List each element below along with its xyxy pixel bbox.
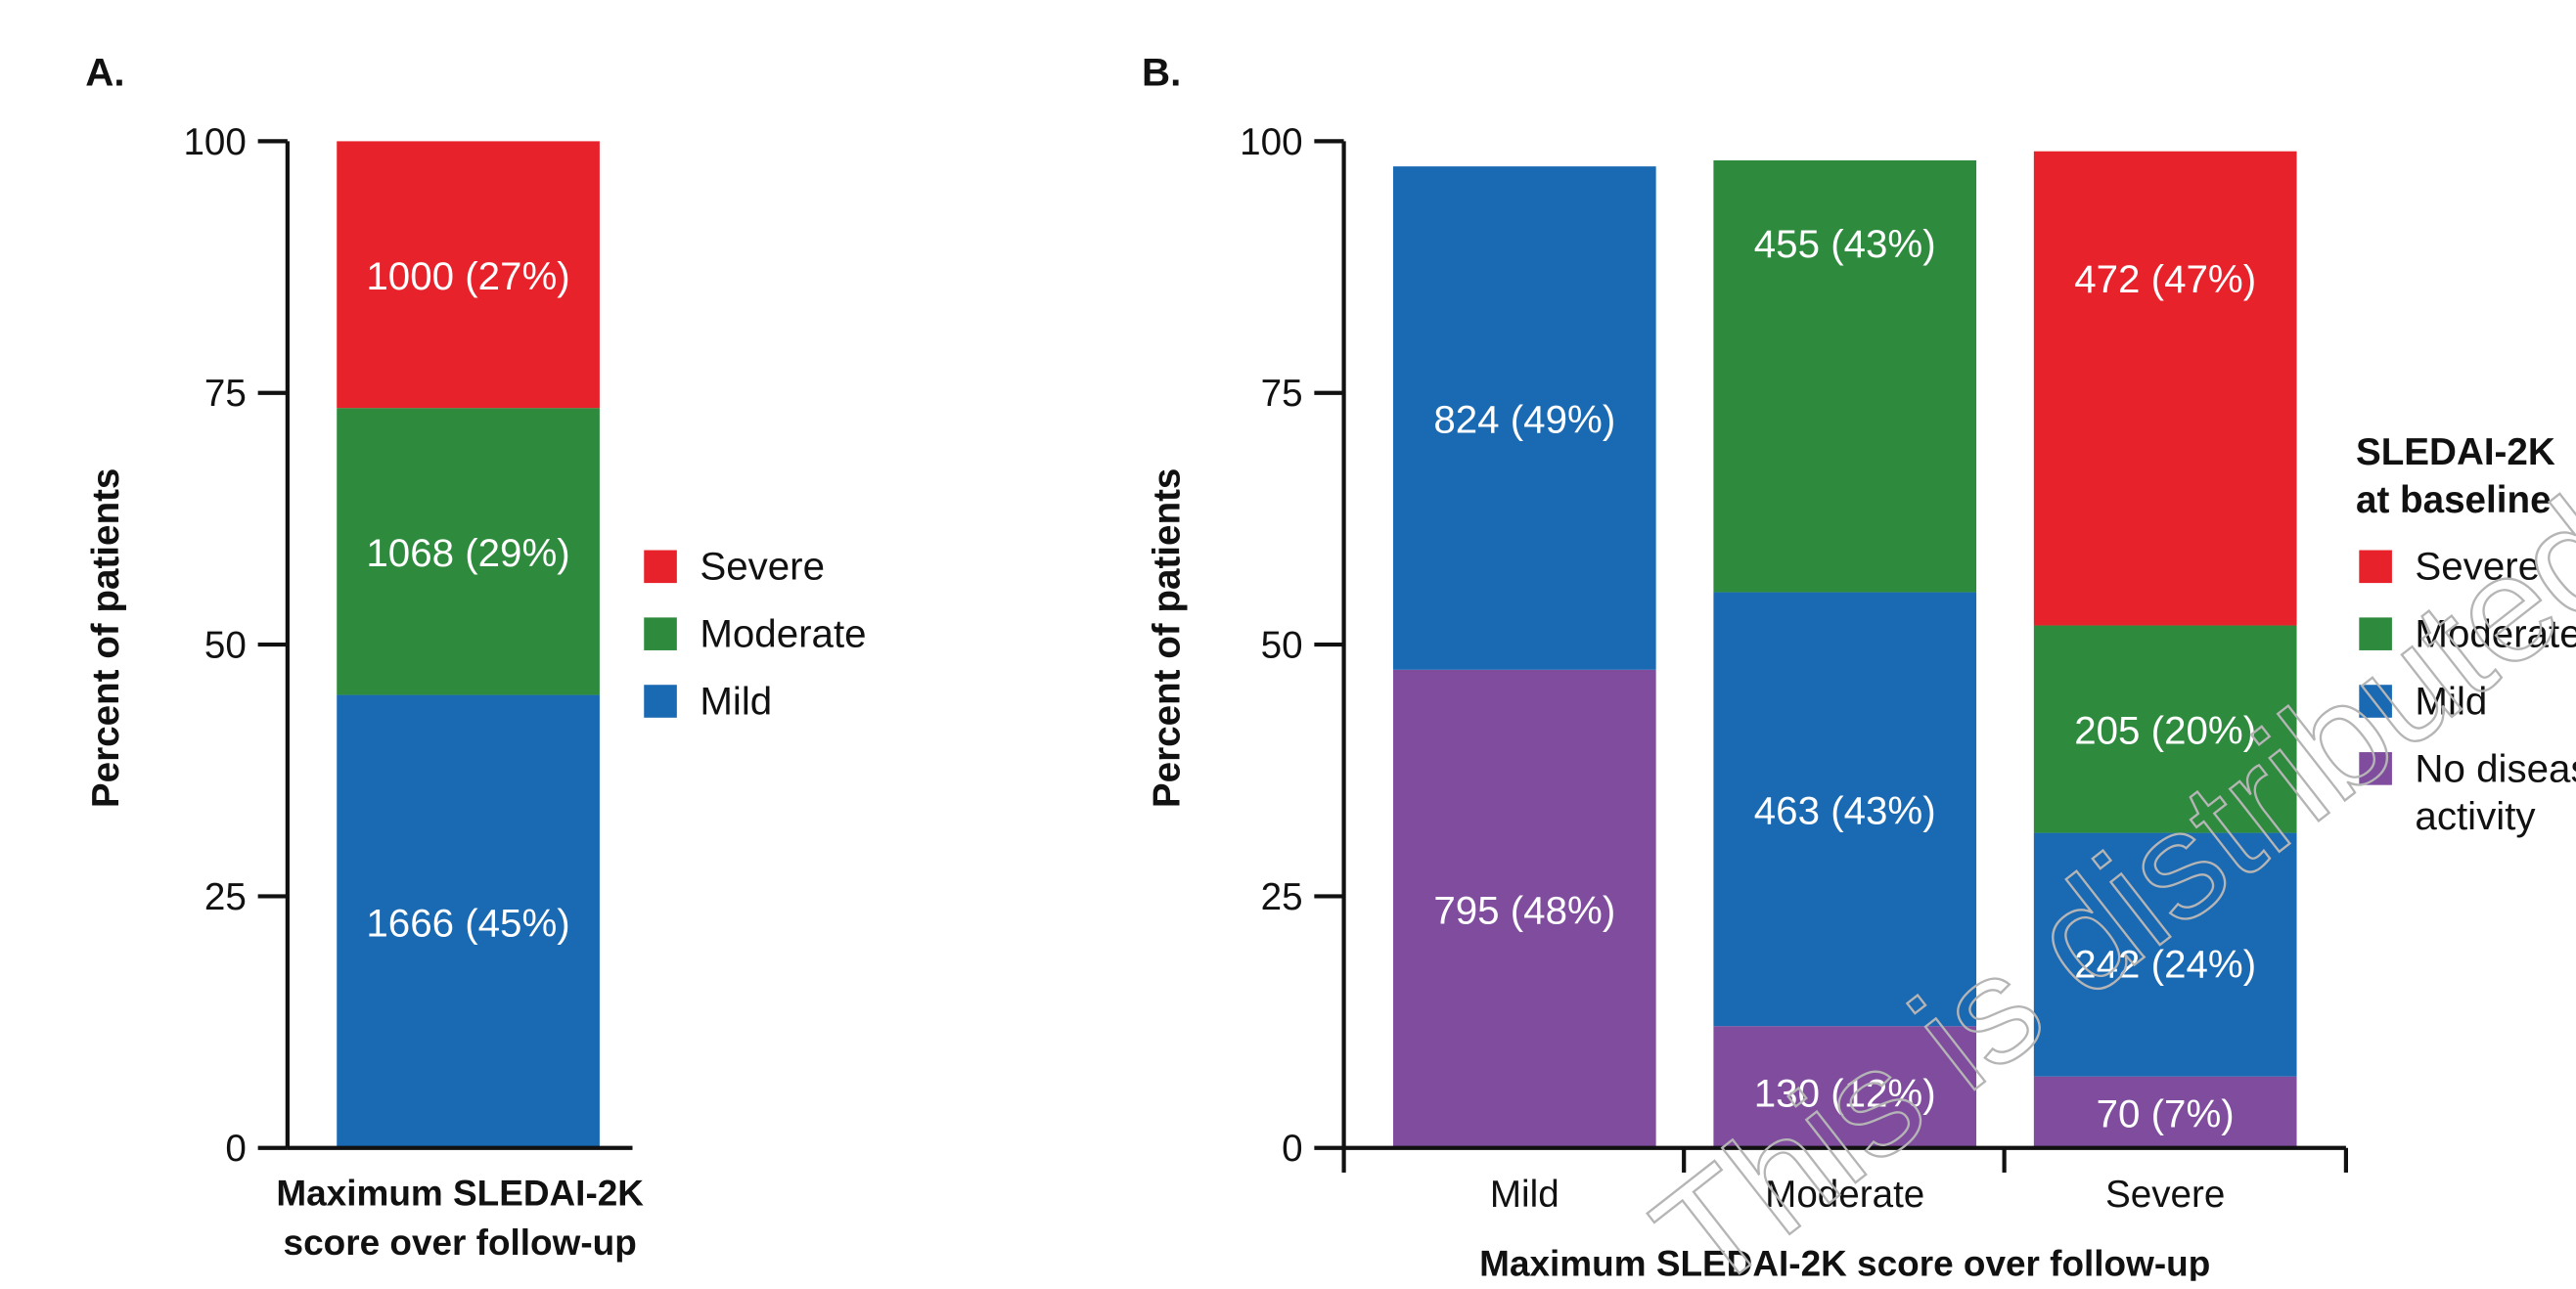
data-label: 472 (47%) <box>2074 257 2256 301</box>
y-tick-label: 50 <box>204 625 247 667</box>
legend-entry-label: Mild <box>700 679 772 723</box>
y-axis-title: Percent of patients <box>85 468 127 809</box>
bar-segment-moderate <box>337 408 600 695</box>
legend-entry-label: Mild <box>2415 679 2487 723</box>
legend-swatch-mild <box>644 685 677 718</box>
data-label: 1000 (27%) <box>366 254 569 298</box>
legend-title: at baseline <box>2356 479 2552 521</box>
data-label: 1068 (29%) <box>366 531 569 575</box>
y-tick-label: 75 <box>204 373 247 415</box>
legend-swatch-no-disease-activity <box>2359 752 2392 785</box>
legend: SLEDAI-2K at baseline Severe Moderate Mild No… <box>2356 431 2576 838</box>
legend-title: SLEDAI-2K <box>2356 431 2555 473</box>
bar-segment-moderate <box>2033 625 2297 833</box>
panel-b: B. 795 (48%) 824 (49%) 130 (12%) 463 (43%) 45… <box>1142 50 2576 1283</box>
legend-swatch-severe <box>644 550 677 584</box>
data-label: 70 (7%) <box>2097 1091 2235 1135</box>
bar-segment-severe <box>2033 151 2297 626</box>
data-label: 1666 (45%) <box>366 901 569 945</box>
data-label: 130 (12%) <box>1754 1071 1936 1115</box>
x-axis-title: score over follow-up <box>284 1222 637 1263</box>
bar-segment-no-disease-activity <box>1392 669 1656 1148</box>
data-label: 205 (20%) <box>2074 709 2256 753</box>
y-tick-label: 100 <box>183 121 246 163</box>
panel-a: A. 1666 (45%) 1068 (29%) 1000 (27%) 0 25 50 75 1… <box>85 50 867 1263</box>
legend-entry-label: Moderate <box>2415 612 2576 656</box>
y-tick-label: 50 <box>1261 625 1303 667</box>
bar-segment-severe <box>337 141 600 409</box>
bar-segment-moderate <box>1713 159 1977 593</box>
legend-entry-label: Moderate <box>700 612 866 656</box>
bar-segment-no-disease-activity <box>1713 1026 1977 1148</box>
legend-swatch-moderate <box>2359 617 2392 650</box>
y-tick-label: 0 <box>1282 1128 1302 1170</box>
y-axis-title: Percent of patients <box>1147 468 1189 809</box>
y-tick-label: 25 <box>1261 876 1303 918</box>
legend-swatch-moderate <box>644 617 677 650</box>
bar-segment-mild <box>2033 832 2297 1077</box>
legend-entry-label: Severe <box>2415 545 2540 589</box>
data-label: 455 (43%) <box>1754 222 1936 266</box>
panel-label: A. <box>85 50 124 94</box>
legend-entry-label: No disease <box>2415 746 2576 790</box>
data-label: 463 (43%) <box>1754 788 1936 832</box>
x-tick-label: Moderate <box>1765 1174 1924 1216</box>
legend-swatch-mild <box>2359 685 2392 718</box>
y-tick-label: 0 <box>225 1128 246 1170</box>
y-tick-label: 25 <box>204 876 247 918</box>
x-tick-label: Severe <box>2105 1174 2225 1216</box>
x-tick-label: Mild <box>1490 1174 1559 1216</box>
bar-segment-no-disease-activity <box>2033 1076 2297 1148</box>
legend: Severe Moderate Mild <box>644 545 867 723</box>
y-tick-label: 100 <box>1240 121 1302 163</box>
legend-entry-label: Severe <box>700 545 825 589</box>
x-axis-title: Maximum SLEDAI-2K score over follow-up <box>1479 1244 2210 1281</box>
bar-segment-mild <box>337 694 600 1148</box>
data-label: 824 (49%) <box>1433 398 1615 442</box>
data-label: 795 (48%) <box>1433 888 1615 932</box>
bar-segment-mild <box>1713 592 1977 1027</box>
x-axis-title: Maximum SLEDAI-2K <box>276 1174 644 1214</box>
y-tick-label: 75 <box>1261 373 1303 415</box>
legend-swatch-severe <box>2359 550 2392 584</box>
panel-label: B. <box>1142 50 1181 94</box>
bar-segment-mild <box>1392 166 1656 670</box>
legend-entry-label: activity <box>2415 794 2536 838</box>
data-label: 242 (24%) <box>2074 943 2256 987</box>
